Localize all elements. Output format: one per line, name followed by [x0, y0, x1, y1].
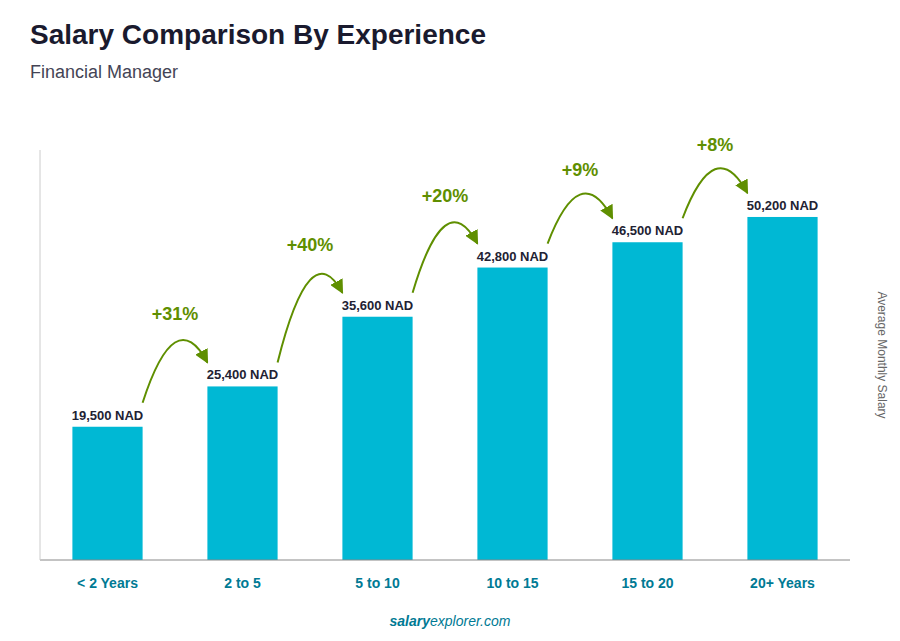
- x-axis: [40, 560, 850, 561]
- change-label: +31%: [152, 304, 199, 324]
- data-label: 25,400 NAD: [207, 367, 279, 382]
- change-arrow: [143, 340, 208, 403]
- data-label: 19,500 NAD: [72, 408, 144, 423]
- data-label: 50,200 NAD: [747, 198, 819, 213]
- x-tick-label: 15 to 20: [621, 575, 673, 591]
- data-label: 46,500 NAD: [612, 223, 684, 238]
- change-label: +8%: [697, 135, 734, 155]
- change-label: +9%: [562, 160, 599, 180]
- bars: [72, 217, 817, 560]
- title: Salary Comparison By Experience: [30, 19, 486, 50]
- x-tick-label: 5 to 10: [355, 575, 400, 591]
- data-label: 35,600 NAD: [342, 298, 414, 313]
- y-axis-label: Average Monthly Salary: [875, 291, 889, 418]
- y-axis: [40, 150, 41, 560]
- change-arrow: [548, 193, 613, 243]
- bar: [342, 317, 412, 560]
- subtitle: Financial Manager: [30, 62, 178, 82]
- change-arrow: [683, 168, 748, 218]
- x-tick-label: 20+ Years: [750, 575, 815, 591]
- change-label: +40%: [287, 235, 334, 255]
- change-arrow: [413, 222, 478, 292]
- bar: [477, 268, 547, 560]
- x-tick-label: 2 to 5: [224, 575, 261, 591]
- chart-svg: Salary Comparison By Experience Financial…: [0, 0, 900, 641]
- bar: [747, 217, 817, 560]
- watermark: salaryexplorer.com: [390, 613, 511, 629]
- x-tick-label: 10 to 15: [486, 575, 538, 591]
- data-label: 42,800 NAD: [477, 249, 549, 264]
- change-label: +20%: [422, 186, 469, 206]
- change-arrow: [278, 274, 343, 363]
- bar: [612, 242, 682, 560]
- bar: [72, 427, 142, 560]
- bar: [207, 386, 277, 560]
- x-tick-label: < 2 Years: [77, 575, 138, 591]
- watermark-part: salary: [390, 613, 432, 629]
- watermark-part: explorer.com: [430, 613, 511, 629]
- chart-container: Salary Comparison By Experience Financial…: [0, 0, 900, 641]
